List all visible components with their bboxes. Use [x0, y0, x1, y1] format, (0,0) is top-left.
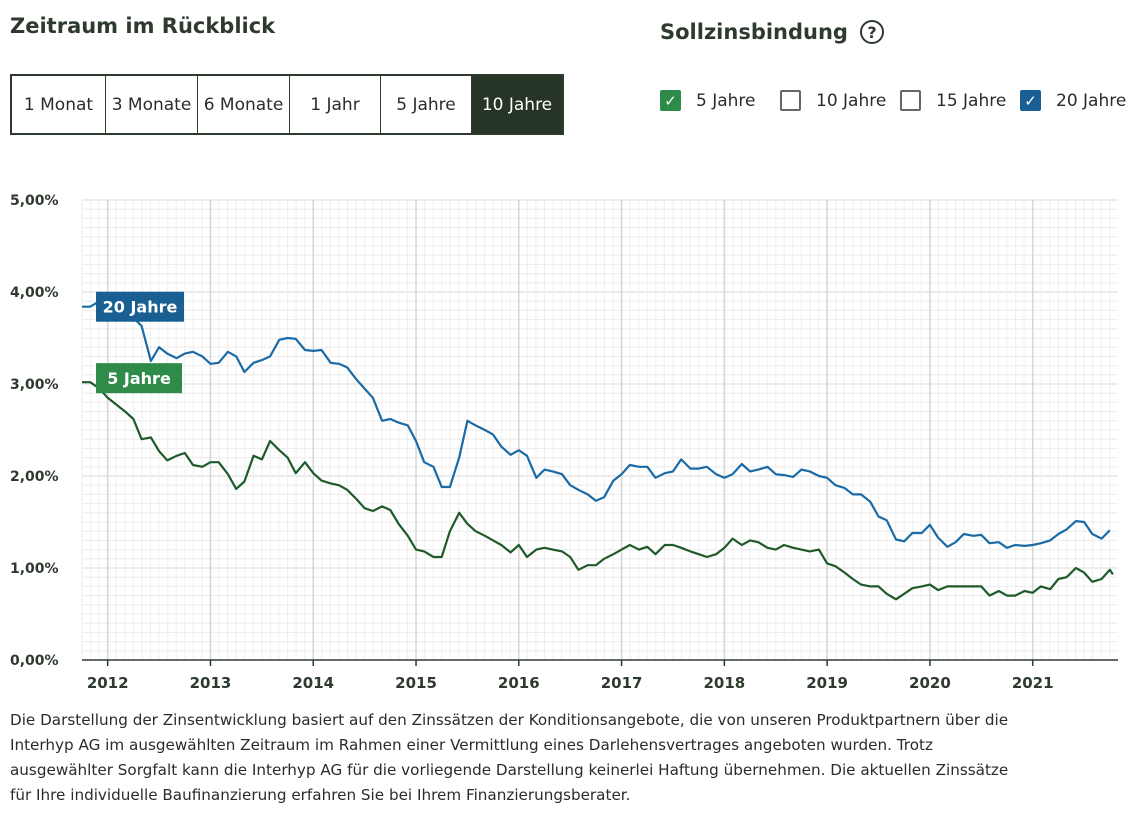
disclaimer-line: ausgewählter Sorgfalt kann die Interhyp …	[10, 761, 1009, 779]
range-button-group: 1 Monat 3 Monate 6 Monate 1 Jahr 5 Jahre…	[10, 74, 564, 135]
chart-series	[82, 298, 1114, 601]
checkbox-5-jahre[interactable]: ✓ 5 Jahre	[660, 90, 756, 111]
series-label-text: 20 Jahre	[103, 298, 178, 317]
checkbox-20-jahre[interactable]: ✓ 20 Jahre	[1020, 90, 1126, 111]
disclaimer-line: Interhyp AG im ausgewählten Zeitraum im …	[10, 736, 933, 754]
y-tick-label: 1,00%	[10, 561, 59, 577]
x-tick-label: 2015	[395, 674, 437, 692]
disclaimer-text: Die Darstellung der Zinsentwicklung basi…	[10, 708, 1140, 808]
sollzinsbindung-title: Sollzinsbindung ?	[660, 20, 884, 44]
x-tick-label: 2017	[601, 674, 643, 692]
y-tick-label: 5,00%	[10, 193, 59, 209]
range-button-1-jahr[interactable]: 1 Jahr	[290, 76, 381, 133]
checkbox-label: 5 Jahre	[696, 90, 756, 111]
range-button-10-jahre[interactable]: 10 Jahre	[472, 76, 562, 133]
range-button-6-monate[interactable]: 6 Monate	[198, 76, 290, 133]
series-line-5-jahre	[82, 381, 1114, 601]
x-tick-label: 2021	[1012, 674, 1054, 692]
range-button-3-monate[interactable]: 3 Monate	[106, 76, 198, 133]
checkbox-label: 20 Jahre	[1056, 90, 1127, 111]
zeitraum-title: Zeitraum im Rückblick	[10, 14, 276, 38]
x-tick-label: 2013	[190, 674, 232, 692]
sollzinsbindung-title-text: Sollzinsbindung	[660, 20, 848, 44]
checkbox-10-jahre[interactable]: 10 Jahre	[780, 90, 886, 111]
y-axis: 0,00% 1,00% 2,00% 3,00% 4,00% 5,00%	[10, 193, 59, 669]
y-tick-label: 0,00%	[10, 653, 59, 669]
y-tick-label: 2,00%	[10, 469, 59, 485]
disclaimer-line: Die Darstellung der Zinsentwicklung basi…	[10, 711, 1009, 729]
series-label-box	[96, 363, 182, 394]
x-tick-label: 2016	[498, 674, 540, 692]
checkbox-unchecked-icon[interactable]	[900, 90, 921, 111]
checkbox-label: 15 Jahre	[936, 90, 1007, 111]
checkbox-label: 10 Jahre	[816, 90, 887, 111]
x-tick-label: 2018	[703, 674, 745, 692]
checkbox-checked-icon[interactable]: ✓	[660, 90, 681, 111]
x-axis: 2012 2013 2014 2015 2016 2017 2018 2019 2020 2021	[82, 659, 1118, 692]
disclaimer-line: für Ihre individuelle Baufinanzierung er…	[10, 786, 631, 804]
y-tick-label: 3,00%	[10, 377, 59, 393]
range-button-5-jahre[interactable]: 5 Jahre	[381, 76, 472, 133]
y-tick-label: 4,00%	[10, 285, 59, 301]
x-tick-label: 2012	[87, 674, 129, 692]
series-line-20-jahre	[82, 298, 1111, 549]
checkbox-unchecked-icon[interactable]	[780, 90, 801, 111]
series-labels: 20 Jahre 5 Jahre	[96, 291, 184, 394]
checkbox-checked-icon[interactable]: ✓	[1020, 90, 1041, 111]
series-label-text: 5 Jahre	[107, 369, 171, 388]
checkbox-15-jahre[interactable]: 15 Jahre	[900, 90, 1006, 111]
interest-rate-chart: 0,00%1,00%2,00%3,00%4,00%5,00% 2012 2013 2…	[10, 193, 1118, 692]
question-circle-icon[interactable]: ?	[859, 20, 884, 44]
series-label-box	[96, 291, 184, 322]
range-button-1-monat[interactable]: 1 Monat	[12, 76, 106, 133]
x-tick-label: 2019	[806, 674, 848, 692]
x-tick-label: 2014	[292, 674, 334, 692]
chart-grid	[81, 199, 1118, 661]
x-tick-label: 2020	[909, 674, 951, 692]
